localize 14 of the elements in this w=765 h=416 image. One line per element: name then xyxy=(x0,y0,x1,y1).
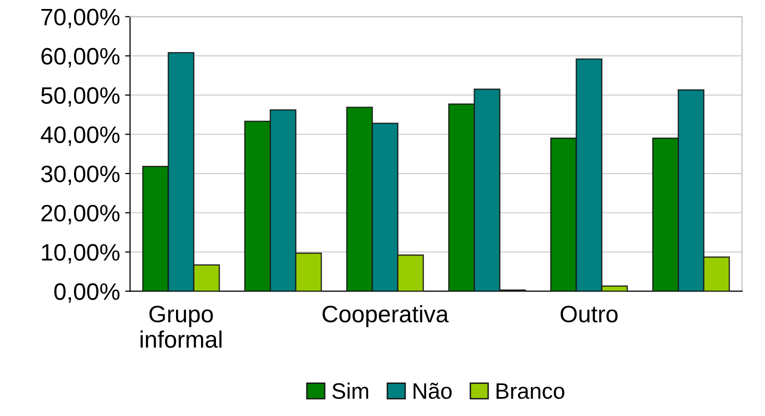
y-tick-label: 30,00% xyxy=(41,166,120,186)
legend-label: Não xyxy=(414,382,452,399)
legend-label: Sim xyxy=(332,382,368,399)
y-tick-label: 60,00% xyxy=(41,48,120,68)
y-tick-label: 50,00% xyxy=(41,87,120,107)
x-tick-label: Cooperativa xyxy=(322,305,449,328)
legend-label: Branco xyxy=(496,383,564,399)
x-tick-label: Grupo informal xyxy=(140,306,222,348)
x-tick-label: Outro xyxy=(560,306,618,322)
y-tick-label: 40,00% xyxy=(40,126,120,146)
y-tick-label: 0,00% xyxy=(54,283,120,303)
y-tick-label: 20,00% xyxy=(41,204,120,224)
y-tick-label: 10,00% xyxy=(42,244,120,264)
y-tick-label: 70,00% xyxy=(41,8,120,28)
